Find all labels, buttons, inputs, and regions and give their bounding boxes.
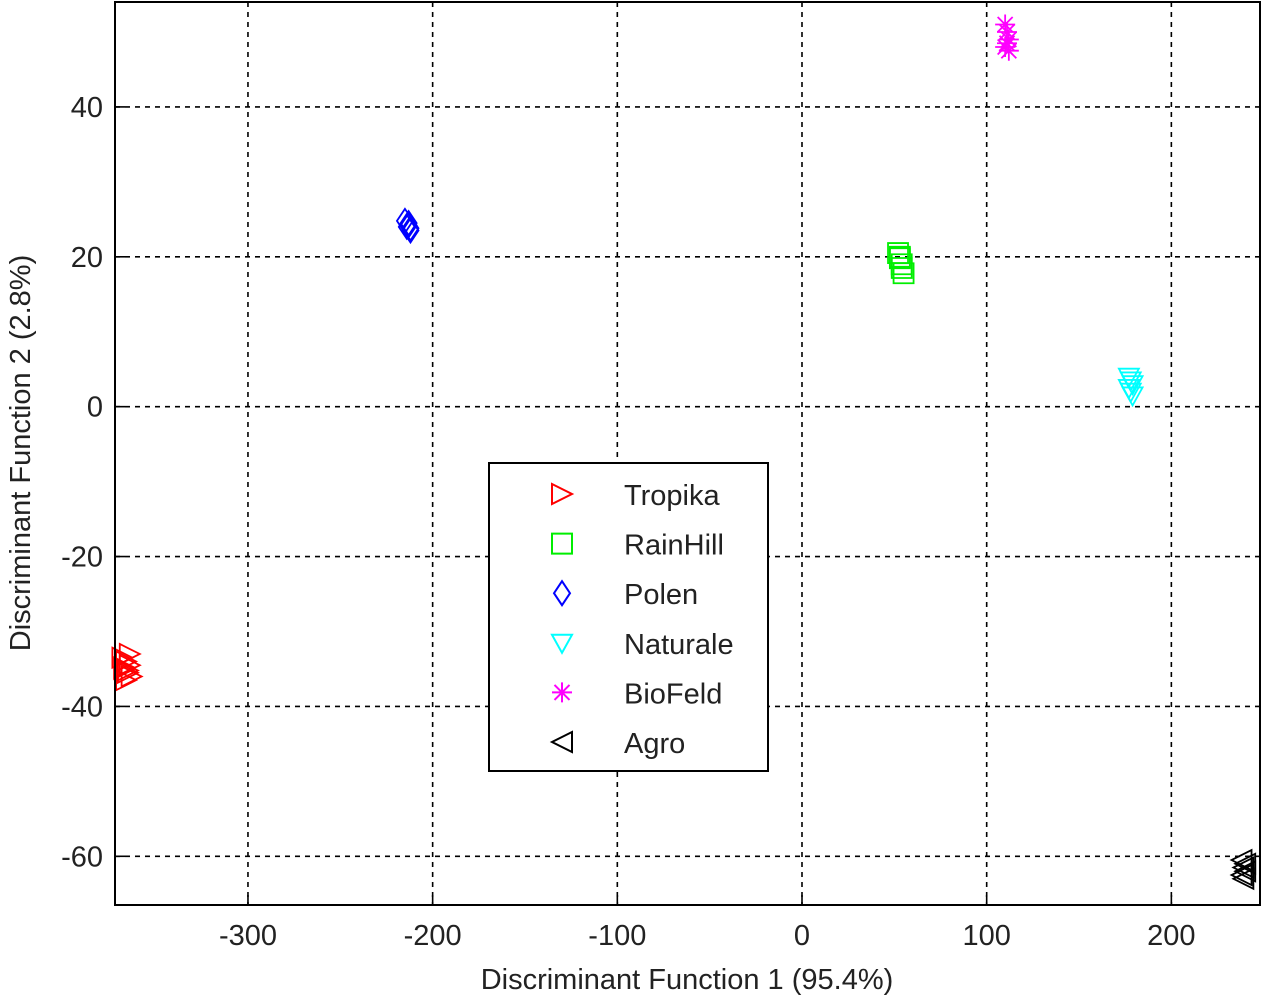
y-tick-label: 20 — [71, 242, 103, 274]
x-tick-label: -300 — [219, 920, 277, 952]
y-tick-label: -60 — [61, 841, 103, 873]
data-point — [1233, 852, 1257, 876]
legend-label: BioFeld — [624, 678, 722, 710]
y-tick-label: 0 — [87, 392, 103, 424]
data-points — [111, 14, 1257, 891]
x-tick-label: 100 — [962, 920, 1010, 952]
x-axis-label: Discriminant Function 1 (95.4%) — [481, 964, 894, 996]
data-point — [1229, 863, 1253, 887]
data-point — [996, 33, 1017, 54]
legend-label: Naturale — [624, 629, 734, 661]
data-point — [995, 14, 1016, 35]
legend-box — [488, 462, 769, 772]
x-tick-label: 0 — [794, 920, 810, 952]
data-point — [1121, 375, 1145, 397]
legend-marker — [552, 579, 572, 608]
data-point — [1121, 386, 1145, 408]
x-tick-label: -100 — [588, 920, 646, 952]
series-rainhill — [887, 242, 915, 285]
y-tick-label: -20 — [61, 542, 103, 574]
data-point — [117, 658, 140, 682]
x-tick-label: -200 — [404, 920, 462, 952]
data-point — [892, 262, 915, 285]
data-point — [888, 245, 911, 268]
legend-label: Agro — [624, 728, 685, 760]
y-tick-label: -40 — [61, 691, 103, 723]
data-point — [998, 29, 1019, 50]
data-point — [890, 257, 913, 279]
legend-marker — [551, 532, 573, 555]
series-polen — [395, 207, 420, 245]
y-axis-label: Discriminant Function 2 (2.8%) — [5, 255, 37, 651]
legend: Tropika RainHill Polen Naturale BioFeld Agro — [488, 462, 769, 772]
series-biofeld — [995, 14, 1019, 61]
data-point — [401, 214, 420, 242]
legend-label: Tropika — [624, 480, 720, 512]
data-point — [1231, 856, 1255, 879]
data-point — [118, 642, 142, 666]
data-point — [998, 40, 1019, 61]
series-agro — [1229, 848, 1257, 891]
legend-marker — [551, 482, 575, 506]
x-tick-label: 200 — [1147, 920, 1195, 952]
grid-lines — [115, 2, 1260, 905]
plot-frame — [114, 1, 1261, 906]
series-naturale — [1117, 367, 1145, 408]
y-tick-label: 40 — [71, 92, 103, 124]
data-point — [1229, 848, 1253, 872]
data-point — [996, 21, 1017, 42]
legend-marker — [550, 633, 574, 655]
legend-marker — [552, 682, 572, 703]
legend-label: RainHill — [624, 530, 724, 562]
legend-label: Polen — [624, 579, 698, 611]
data-point — [115, 668, 139, 692]
legend-marker — [549, 730, 573, 754]
data-point — [1231, 867, 1255, 891]
